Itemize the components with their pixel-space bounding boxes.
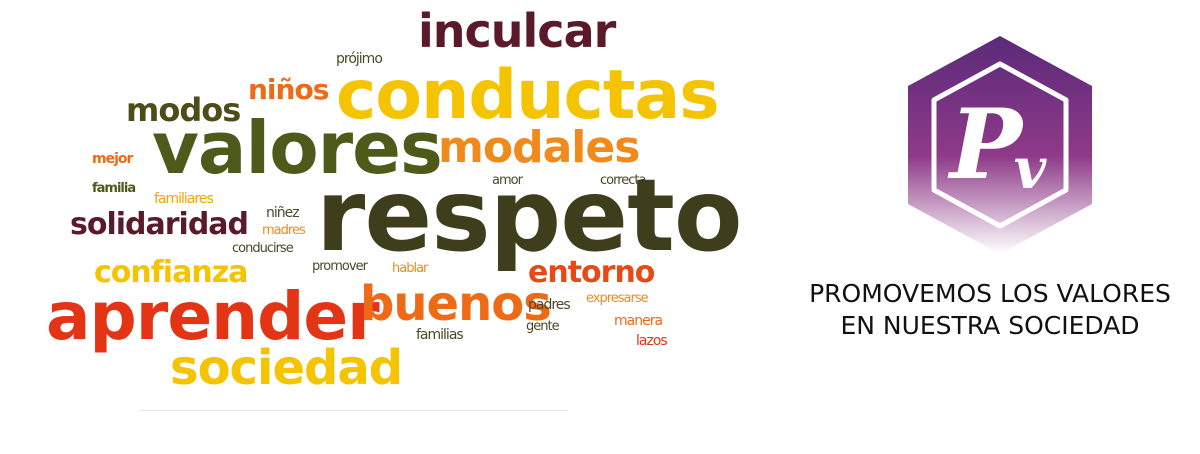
cloud-word-inculcar: inculcar bbox=[418, 4, 616, 58]
cloud-word-promover: promover bbox=[312, 259, 368, 274]
word-cloud: inculcar prójimo niños conductas modos v… bbox=[46, 4, 743, 396]
cloud-word-gente: gente bbox=[526, 319, 560, 334]
cloud-word-familia: familia bbox=[92, 181, 136, 196]
cloud-word-familias: familias bbox=[416, 327, 464, 343]
cloud-word-madres: madres bbox=[262, 223, 306, 238]
cloud-word-ninos: niños bbox=[248, 73, 329, 106]
cloud-baseline-divider bbox=[140, 410, 568, 411]
pv-logo: P v bbox=[890, 30, 1110, 260]
tagline: PROMOVEMOS LOS VALORES EN NUESTRA SOCIED… bbox=[780, 278, 1200, 342]
cloud-word-entorno: entorno bbox=[528, 255, 655, 290]
cloud-word-mejor: mejor bbox=[92, 151, 133, 167]
cloud-word-padres: padres bbox=[528, 297, 571, 313]
cloud-word-ninez: niñez bbox=[266, 205, 300, 221]
cloud-word-expresarse: expresarse bbox=[586, 291, 649, 306]
cloud-word-aprender: aprender bbox=[46, 278, 380, 355]
cloud-word-modales: modales bbox=[438, 122, 640, 173]
tagline-line-1: PROMOVEMOS LOS VALORES bbox=[809, 279, 1171, 308]
cloud-word-solidaridad: solidaridad bbox=[70, 207, 249, 242]
cloud-word-valores: valores bbox=[152, 106, 443, 190]
pv-logo-letter-v: v bbox=[1014, 136, 1048, 202]
cloud-word-sociedad: sociedad bbox=[170, 340, 403, 396]
cloud-word-lazos: lazos bbox=[636, 333, 668, 349]
cloud-word-manera: manera bbox=[614, 313, 663, 329]
pv-logo-letter-p: P bbox=[947, 88, 1025, 201]
cloud-word-conducirse: conducirse bbox=[232, 241, 294, 256]
cloud-word-modos: modos bbox=[126, 91, 241, 129]
cloud-word-projimo: prójimo bbox=[336, 51, 383, 67]
pv-logo-icon: P v bbox=[908, 36, 1092, 254]
cloud-word-amor: amor bbox=[492, 173, 523, 188]
cloud-word-respeto: respeto bbox=[316, 157, 743, 274]
cloud-word-familiares: familiares bbox=[154, 191, 214, 207]
cloud-word-hablar: hablar bbox=[392, 261, 428, 276]
cloud-word-confianza: confianza bbox=[94, 255, 248, 290]
cloud-word-correcta: correcta bbox=[600, 173, 646, 188]
cloud-word-buenos: buenos bbox=[360, 276, 552, 332]
tagline-line-2: EN NUESTRA SOCIEDAD bbox=[840, 311, 1140, 340]
cloud-word-conductas: conductas bbox=[336, 56, 720, 135]
